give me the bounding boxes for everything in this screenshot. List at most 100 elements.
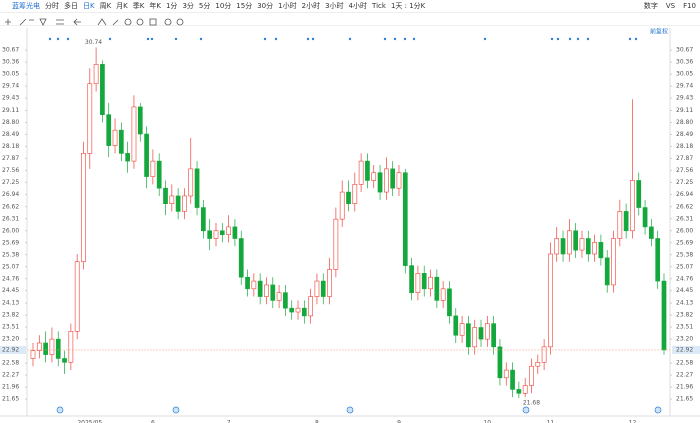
- candle-body: [384, 168, 389, 193]
- candle-body: [352, 184, 358, 204]
- event-dot: [66, 37, 70, 41]
- candle-body: [156, 160, 162, 189]
- period-tab[interactable]: 1小时: [278, 2, 297, 10]
- y-tick-label: 30.67: [2, 47, 19, 54]
- lock-icon[interactable]: [149, 18, 157, 26]
- candle-body: [611, 238, 616, 286]
- candle-body: [478, 327, 484, 340]
- event-marker: [56, 406, 64, 414]
- candle-body: [592, 242, 597, 255]
- event-dot: [150, 37, 154, 41]
- period-tab[interactable]: 1分: [165, 2, 178, 10]
- period-tab[interactable]: 30分: [257, 2, 274, 10]
- crosshair-icon[interactable]: [5, 19, 11, 25]
- period-tab[interactable]: 15分: [236, 2, 253, 10]
- magnet-icon[interactable]: [124, 18, 132, 26]
- last-price-label: 22.92: [2, 346, 19, 353]
- y-tick-label: 28.80: [2, 119, 19, 126]
- y-tick-label: 29.11: [2, 107, 19, 114]
- period-tab[interactable]: 季K: [132, 2, 145, 10]
- adjust-label[interactable]: 前复权: [650, 28, 668, 36]
- y-tick-label: 27.25: [2, 179, 19, 186]
- y-tick-label: 26.62: [676, 203, 693, 210]
- y-tick-label: 26.31: [676, 215, 693, 222]
- period-tab[interactable]: 4小时: [348, 2, 368, 10]
- candle-body: [320, 280, 326, 297]
- period-tab[interactable]: 年K: [149, 2, 161, 10]
- symbol[interactable]: 蓝筹光电: [12, 2, 40, 10]
- y-tick-label: 26.94: [2, 191, 19, 198]
- period-tab[interactable]: 10分: [215, 2, 232, 10]
- event-dot: [348, 37, 352, 41]
- event-dot: [393, 37, 397, 41]
- candle-body: [62, 358, 67, 363]
- y-tick-label: 28.18: [2, 143, 19, 150]
- candle-body: [630, 180, 635, 232]
- period-tab[interactable]: 5分: [198, 2, 211, 10]
- period-tab[interactable]: 多日: [64, 2, 78, 10]
- candle-body: [510, 369, 515, 390]
- fib-icon[interactable]: [39, 18, 47, 26]
- event-dot: [274, 37, 278, 41]
- candle-body: [270, 284, 276, 301]
- event-dot: [483, 37, 487, 41]
- period-tab[interactable]: 2小时: [301, 2, 321, 10]
- channel-icon[interactable]: [56, 19, 64, 25]
- event-dot: [550, 37, 554, 41]
- eye-icon[interactable]: [136, 18, 144, 26]
- delete-icon[interactable]: [164, 18, 172, 26]
- y-tick-label: 23.51: [676, 324, 693, 331]
- settings-icon[interactable]: [176, 18, 184, 26]
- period-tab[interactable]: 1天 : 1分K: [390, 2, 426, 10]
- arrow-icon[interactable]: [73, 18, 81, 26]
- candle-body: [289, 307, 295, 313]
- period-tab[interactable]: 3小时: [325, 2, 344, 10]
- candle-body: [434, 276, 440, 301]
- candle-body: [87, 83, 93, 154]
- event-dot: [634, 37, 638, 41]
- y-tick-label: 26.62: [2, 203, 19, 210]
- event-dot: [199, 37, 203, 41]
- candle-body: [333, 218, 339, 270]
- period-tab[interactable]: 日K: [83, 2, 95, 10]
- candle-body: [264, 284, 269, 297]
- y-tick-label: 23.20: [2, 336, 19, 343]
- candle-body: [175, 195, 181, 212]
- y-tick-label: 23.82: [2, 312, 19, 319]
- tool-icons: [5, 18, 184, 26]
- period-tab[interactable]: Tick: [372, 2, 386, 10]
- y-tick-label: 27.56: [2, 167, 19, 174]
- right-tool[interactable]: 数字: [643, 2, 658, 10]
- y-tick-label: 23.82: [676, 312, 693, 319]
- period-tab[interactable]: 周K: [99, 2, 112, 10]
- candle-body: [472, 327, 478, 348]
- right-tool[interactable]: VS: [665, 2, 676, 10]
- right-tool[interactable]: F10: [683, 2, 696, 10]
- candle-body: [49, 338, 55, 355]
- candle-body: [301, 307, 307, 317]
- candle-body: [207, 230, 213, 239]
- chart: 30.67 30.67 30.36 30.36 30.05 30.05 29.74 29.74…: [0, 28, 700, 423]
- candle-body: [554, 238, 560, 255]
- candle-body: [245, 276, 250, 290]
- candle-body: [402, 172, 408, 266]
- candle-body: [106, 114, 112, 146]
- period-tab[interactable]: 月K: [116, 2, 128, 10]
- candle-body: [112, 129, 118, 146]
- y-tick-label: 28.49: [2, 131, 19, 138]
- period-tab[interactable]: 分时: [45, 2, 59, 10]
- text-icon[interactable]: [97, 18, 107, 26]
- y-tick-label: 24.13: [676, 300, 693, 307]
- event-dot: [383, 37, 387, 41]
- period-tab[interactable]: 3分: [182, 2, 194, 10]
- candle-body: [238, 238, 244, 278]
- candle-body: [125, 153, 131, 162]
- pen-icon[interactable]: [112, 19, 119, 26]
- line-icon[interactable]: [19, 18, 34, 26]
- event-dot: [108, 37, 112, 41]
- candle-body: [219, 230, 225, 235]
- y-tick-label: 24.45: [2, 287, 19, 294]
- x-tick-label: 8: [315, 420, 319, 423]
- x-tick-label: 7: [227, 420, 231, 423]
